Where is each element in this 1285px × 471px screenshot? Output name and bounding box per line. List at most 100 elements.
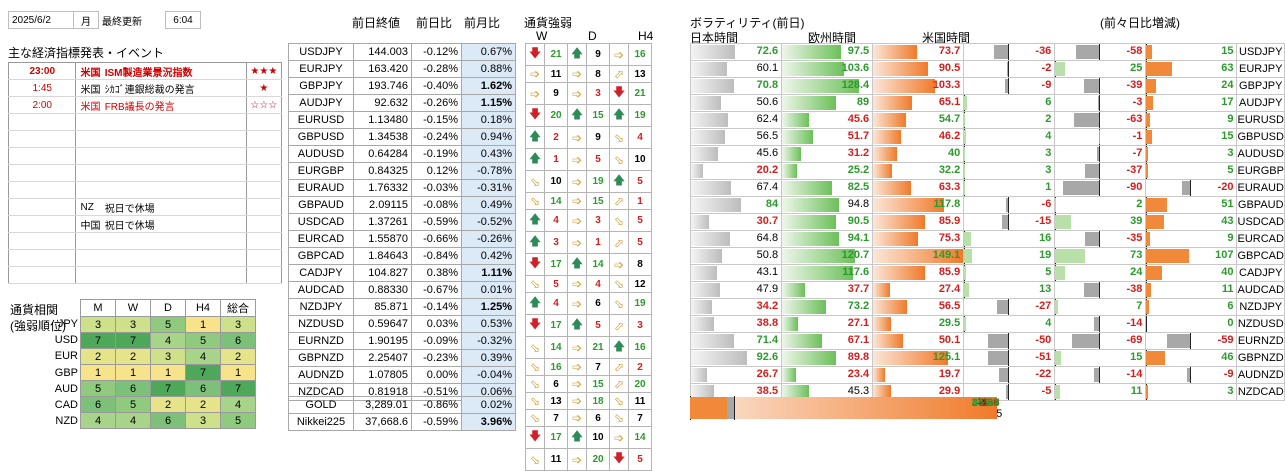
vol-us-cell: 442.5 (778, 408, 822, 420)
strength-number: 19 (629, 105, 652, 127)
vol-bar (782, 62, 844, 76)
zero-line (1008, 61, 1009, 77)
change-bar (1076, 45, 1099, 59)
strength-number: 10 (629, 149, 652, 171)
strength-number: 16 (629, 337, 652, 359)
vol-bar (782, 45, 841, 59)
change-bar (1146, 249, 1189, 263)
change-bar (1055, 215, 1071, 229)
pair-name: EURGBP (289, 163, 354, 180)
strength-number: 5 (545, 276, 568, 293)
event-stars (246, 216, 281, 233)
weekday-cell: 月 (74, 12, 99, 29)
event-name (105, 267, 247, 284)
change-value: 63 (1221, 62, 1233, 74)
vol-eu-cell: 90.5 (782, 214, 873, 231)
vol-pair-name: USDJPY (1237, 44, 1285, 61)
vol-jp-cell: 60.1 (691, 61, 782, 78)
event-country (76, 182, 105, 199)
vol-value: 67.4 (757, 181, 778, 193)
strength-number: 20 (629, 376, 652, 393)
arrow-down-right-icon: ⬂ (526, 393, 545, 410)
corr-cell: 1 (116, 365, 151, 381)
str-h-d: D (588, 29, 597, 43)
change-value: 107 (1215, 249, 1233, 261)
pair-mchg: 0.01% (462, 282, 516, 299)
vol-jp-cell: 50.8 (691, 248, 782, 265)
vol-eu-cell: 89.8 (782, 350, 873, 367)
vol-value: 73.7 (939, 45, 960, 57)
event-name (105, 165, 247, 182)
corr-cell: 3 (116, 317, 151, 333)
event-stars (246, 165, 281, 182)
pair-prev: 144.003 (354, 44, 412, 61)
event-country: 中国 (76, 216, 105, 233)
arrow-down-icon: 🡇 (526, 105, 545, 127)
corr-cell: 5 (186, 333, 221, 349)
change-bar (988, 351, 1008, 365)
event-stars (246, 199, 281, 216)
change-value: 15 (1221, 130, 1233, 142)
vol-change-cell: 46 (1146, 350, 1237, 367)
vol-change-cell: -14 (1055, 316, 1146, 333)
vol-change-cell: 39 (1055, 214, 1146, 231)
change-bar (1006, 198, 1008, 212)
vol-bar (691, 96, 721, 110)
event-row (9, 267, 282, 284)
zero-line (1008, 78, 1009, 94)
zero-line (1099, 231, 1100, 247)
vol-bar (691, 232, 730, 246)
change-bar (1007, 62, 1008, 76)
vol-value: 90.5 (848, 215, 869, 227)
zero-line (1099, 367, 1100, 383)
strength-number: 11 (629, 393, 652, 410)
pair-dchg: -0.14% (412, 299, 462, 316)
arrow-down-right-icon: ⬂ (526, 359, 545, 376)
event-stars (246, 233, 281, 250)
vol-value: 38.8 (757, 317, 778, 329)
pair-prev: 1.84643 (354, 248, 412, 265)
strength-row: 🡇17🡅14➩8 (526, 254, 652, 276)
vol-value: 43.1 (757, 266, 778, 278)
strength-number: 5 (587, 149, 610, 171)
vol-value: 30.7 (757, 215, 778, 227)
arrow-up-right-icon: ⬀ (610, 315, 629, 337)
events-title: 主な経済指標発表・イベント (8, 44, 164, 61)
arrow-up-icon: 🡅 (526, 293, 545, 315)
strength-number: 1 (587, 232, 610, 254)
change-value: -3 (1133, 96, 1143, 108)
change-bar (1094, 368, 1100, 382)
vol-value: 47.9 (757, 283, 778, 295)
event-country: 米国 (76, 80, 105, 97)
pair-mchg: 1.62% (462, 78, 516, 95)
vol-us-cell: 85.9 (873, 265, 964, 282)
strength-table: 🡇21🡅9➩16➩11➩8⬀13➩9➩3🡇21🡇20🡅15🡅19🡅2➩9⬂4🡅1… (525, 43, 652, 471)
vol-change-cell: -1 (1055, 129, 1146, 146)
corr-col-header: W (116, 300, 151, 317)
vol-change-cell: 5 (964, 265, 1055, 282)
vol-us-cell: 50.1 (873, 333, 964, 350)
pair-dchg: -0.09% (412, 333, 462, 350)
strength-number: 4 (545, 293, 568, 315)
vol-jp-cell: 71.4 (691, 333, 782, 350)
change-bar (964, 283, 969, 297)
strength-number: 16 (629, 44, 652, 66)
zero-line (1099, 163, 1100, 179)
change-value: -14 (1126, 368, 1142, 380)
pair-prev: 0.59647 (354, 316, 412, 333)
vol-change-cell: -20 (1146, 180, 1237, 197)
corr-currency-label: NZD (50, 415, 78, 427)
vol-value: 94.1 (848, 232, 869, 244)
event-country (76, 165, 105, 182)
vol-value: 67.1 (848, 334, 869, 346)
arrow-right-icon: ➩ (568, 410, 587, 427)
pair-mchg: 0.53% (462, 316, 516, 333)
vol-change-cell: 1 (964, 180, 1055, 197)
vol-us-cell: 46.2 (873, 129, 964, 146)
